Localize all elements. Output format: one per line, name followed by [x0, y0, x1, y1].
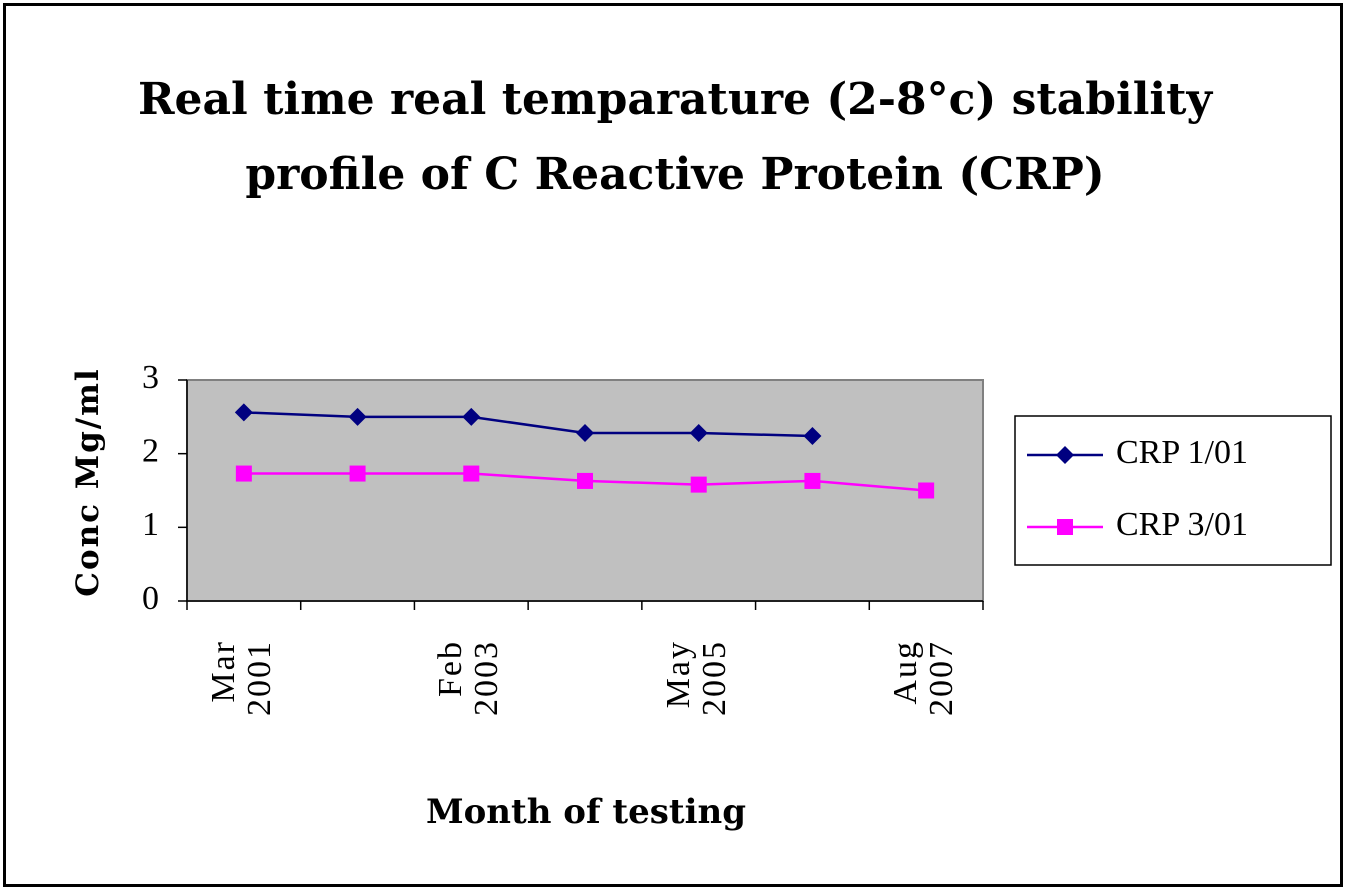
x-tick-label: Aug 2007 — [887, 640, 961, 716]
y-tick-label: 0 — [142, 580, 159, 617]
marker — [235, 465, 252, 482]
x-tick-label: Feb 2003 — [432, 640, 506, 716]
marker — [462, 407, 481, 426]
plot-area — [186, 379, 984, 602]
marker — [803, 426, 822, 445]
y-tick-label: 3 — [142, 359, 159, 396]
x-axis-label: Month of testing — [425, 792, 747, 832]
marker — [690, 476, 707, 493]
marker — [804, 472, 821, 489]
y-tick-label: 1 — [142, 506, 159, 543]
series-line — [243, 411, 813, 438]
x-tick-label: Mar 2001 — [204, 640, 278, 716]
marker — [1057, 519, 1073, 535]
marker — [1056, 446, 1074, 464]
y-tick-label: 2 — [142, 432, 159, 469]
marker — [576, 424, 594, 443]
legend-label: CRP 3/01 — [1116, 506, 1248, 543]
chart-border — [3, 3, 1343, 887]
marker — [689, 424, 708, 443]
marker — [577, 472, 593, 489]
marker — [234, 403, 253, 422]
marker — [349, 465, 366, 482]
marker — [348, 407, 367, 426]
chart-title: Real time real temparature (2-8°c) stabi… — [137, 74, 1213, 200]
marker — [463, 465, 480, 482]
marker — [918, 482, 935, 499]
legend-label: CRP 1/01 — [1116, 434, 1248, 471]
x-tick-label: May 2005 — [659, 640, 733, 716]
legend — [1014, 415, 1332, 566]
